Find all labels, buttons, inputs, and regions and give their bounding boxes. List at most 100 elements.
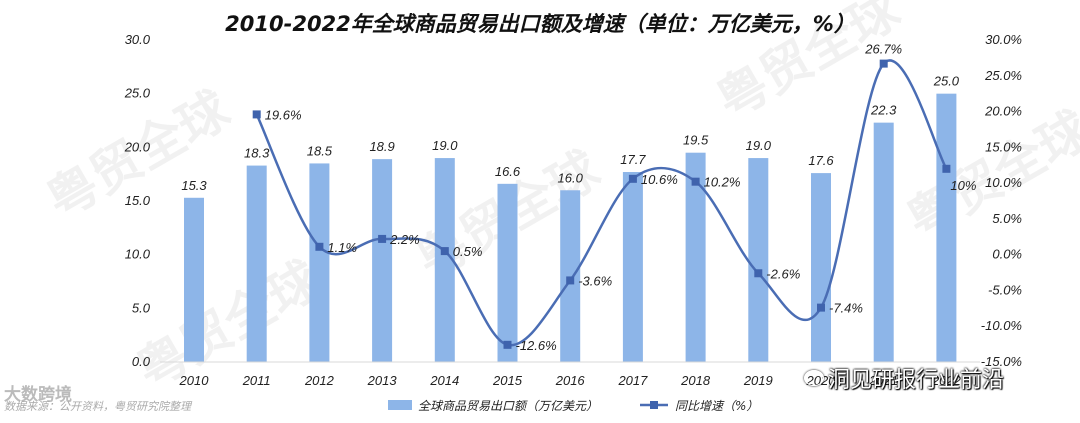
bar [560, 190, 581, 362]
growth-label: -12.6% [516, 338, 557, 353]
growth-marker [754, 269, 763, 278]
x-tick-label: 2019 [743, 373, 773, 388]
growth-line [255, 59, 948, 347]
bar [372, 159, 393, 362]
growth-marker [691, 177, 700, 186]
right-axis-tick: -5.0% [988, 282, 1022, 297]
x-tick-label: 2014 [429, 373, 459, 388]
bar-label: 15.3 [181, 178, 207, 193]
growth-marker [378, 234, 387, 243]
growth-marker [503, 340, 512, 349]
growth-label: 10.2% [704, 175, 741, 190]
growth-marker [566, 276, 575, 285]
bar [497, 183, 518, 362]
bar-label: 16.0 [558, 170, 584, 185]
growth-marker [315, 242, 324, 251]
growth-label: 2.2% [389, 232, 420, 247]
growth-label: 10% [950, 178, 976, 193]
right-axis-tick: 5.0% [992, 211, 1022, 226]
growth-label: 26.7% [864, 42, 902, 57]
x-tick-label: 2012 [304, 373, 335, 388]
left-y-axis: 0.0 5.0 10.0 15.0 20.0 25.0 30.0 [124, 32, 151, 369]
left-axis-tick: 5.0 [132, 300, 151, 315]
bar [246, 165, 267, 362]
bar [936, 93, 957, 363]
growth-marker [942, 164, 951, 173]
legend-bar-swatch [388, 400, 412, 410]
source-note: 数据来源：公开资料，粤贸研究院整理 [4, 398, 191, 414]
growth-marker [628, 174, 637, 183]
left-axis-tick: 30.0 [125, 32, 151, 47]
right-axis-tick: 20.0% [984, 104, 1022, 119]
x-tick-label: 2018 [680, 373, 711, 388]
left-axis-tick: 15.0 [125, 193, 151, 208]
bar-label: 18.5 [307, 143, 333, 158]
x-tick-label: 2011 [242, 373, 271, 388]
right-axis-tick: 10.0% [985, 175, 1022, 190]
x-tick-label: 2015 [492, 373, 523, 388]
bar [685, 152, 706, 362]
wechat-watermark: 洞见研报行业前沿 [806, 362, 1004, 394]
x-tick-label: 2013 [367, 373, 398, 388]
bar-data-labels: 15.3 18.3 18.5 18.9 19.0 16.6 16.0 17.7 19.5 19.0… [181, 74, 959, 193]
bar-label: 18.3 [244, 146, 270, 161]
x-tick-label: 2021 [868, 373, 898, 388]
source-text: 公开资料，粤贸研究院整理 [59, 400, 191, 413]
watermark-text: 粤贸全球 [127, 250, 330, 401]
bar-label: 19.0 [746, 138, 772, 153]
growth-marker [817, 303, 825, 312]
bar-series [184, 93, 957, 363]
growth-marker [440, 247, 449, 256]
bar [873, 122, 894, 362]
bar-label: 17.7 [620, 152, 646, 167]
legend-bar-label: 全球商品贸易出口额（万亿美元） [418, 399, 598, 413]
legend-line-label: 同比增速（%） [675, 399, 758, 413]
chart-title: 2010-2022年全球商品贸易出口额及增速（单位：万亿美元，%） [225, 12, 855, 36]
legend: 全球商品贸易出口额（万亿美元） 同比增速（%） [388, 399, 758, 413]
x-tick-label: 2016 [555, 373, 586, 388]
x-axis: 2010 2011 2012 2013 2014 2015 2016 2017 2018 2019… [160, 361, 980, 388]
left-axis-tick: 20.0 [124, 139, 151, 154]
bar-label: 17.6 [808, 153, 834, 168]
growth-markers [252, 59, 951, 349]
growth-label: -7.4% [829, 301, 863, 316]
growth-label: -2.6% [766, 266, 800, 281]
bar-label: 18.9 [369, 139, 394, 154]
bar [434, 158, 455, 362]
wechat-icon [804, 370, 824, 386]
growth-label: 1.1% [327, 240, 357, 255]
growth-data-labels: 19.6% 1.1% 2.2% 0.5% -12.6% -3.6% 10.6% 10.2% -2… [265, 42, 977, 353]
bar-label: 22.3 [870, 103, 897, 118]
bar-label: 16.6 [495, 164, 521, 179]
bar-label: 19.5 [683, 133, 709, 148]
bar [309, 163, 330, 362]
bar [184, 197, 204, 362]
bar-label: 19.0 [432, 138, 458, 153]
right-axis-tick: 25.0% [984, 68, 1022, 83]
right-axis-tick: 0.0% [992, 247, 1022, 262]
legend-line-marker [650, 401, 658, 409]
growth-label: -3.6% [578, 273, 612, 288]
bar [622, 172, 643, 362]
bar [748, 158, 769, 362]
growth-marker [252, 110, 261, 119]
bar-label: 25.0 [933, 74, 960, 89]
right-axis-tick: 15.0% [985, 139, 1022, 154]
x-tick-label: 2022 [931, 373, 962, 388]
growth-label: 10.6% [641, 172, 678, 187]
left-axis-tick: 0.0 [132, 354, 151, 369]
left-axis-tick: 10.0 [125, 247, 151, 262]
growth-label: 19.6% [265, 107, 302, 122]
right-axis-tick: -10.0% [981, 318, 1022, 333]
source-logo: 大数跨境 [4, 385, 72, 405]
x-tick-label: 2010 [179, 373, 210, 388]
growth-label: 0.5% [453, 244, 483, 259]
source-prefix: 数据来源： [4, 400, 59, 413]
left-axis-tick: 25.0 [124, 86, 151, 101]
right-axis-tick: -15.0% [981, 354, 1022, 369]
right-y-axis: -15.0% -10.0% -5.0% 0.0% 5.0% 10.0% 15.0% 20.0%… [981, 32, 1022, 369]
wechat-text: 洞见研报行业前沿 [828, 368, 1005, 393]
x-tick-label: 2017 [617, 373, 648, 388]
bar [811, 173, 831, 362]
